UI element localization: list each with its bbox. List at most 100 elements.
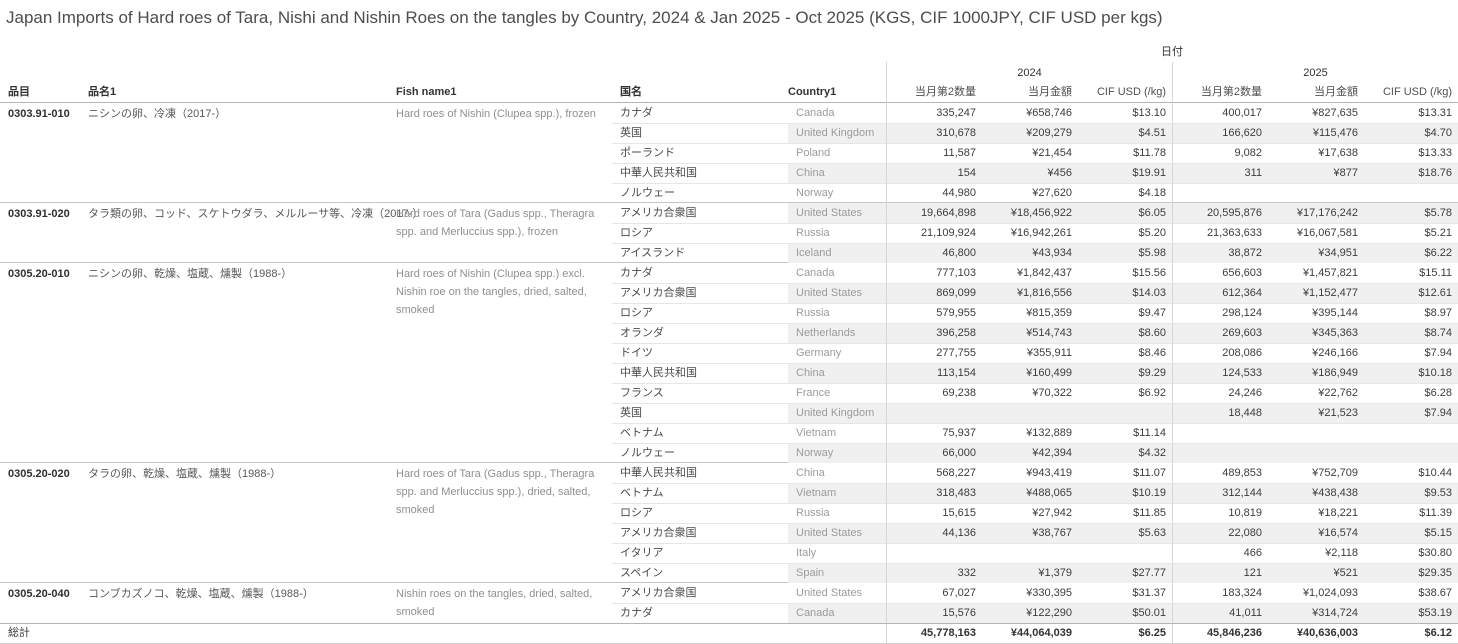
fish-name[interactable]: Hard roes of Tara (Gadus spp., Theragra … [396,468,595,516]
amount-2024-cell[interactable]: ¥1,842,437 [1016,267,1072,279]
cif-2024-cell[interactable]: $9.47 [1078,303,1172,323]
country-jp-cell[interactable]: フランス [612,383,788,403]
cif-2024-cell[interactable]: $13.10 [1132,107,1166,119]
amount-2024-cell[interactable]: ¥658,746 [1026,107,1072,119]
country-en-cell[interactable]: China [788,363,886,383]
qty-2025-cell[interactable]: 9,082 [1172,143,1268,163]
country-en-cell[interactable]: Canada [788,603,886,623]
col-header-item[interactable]: 品目 [8,86,30,98]
country-jp-cell[interactable]: アメリカ合衆国 [620,587,697,599]
cif-2025-cell[interactable]: $8.74 [1364,323,1458,343]
qty-2025-cell[interactable]: 269,603 [1172,323,1268,343]
amount-2024-cell[interactable]: ¥1,816,556 [982,283,1078,303]
amount-2024-cell[interactable]: ¥70,322 [982,383,1078,403]
cif-2025-cell[interactable]: $8.97 [1364,303,1458,323]
cif-2024-cell[interactable]: $15.56 [1132,267,1166,279]
qty-2025-cell[interactable] [1172,183,1268,203]
amount-2024-cell[interactable]: ¥815,359 [982,303,1078,323]
qty-2024-cell[interactable]: 46,800 [886,243,982,263]
cif-2024-cell[interactable]: $19.91 [1078,163,1172,183]
amount-2025-cell[interactable]: ¥827,635 [1312,107,1358,119]
country-jp-cell[interactable]: ノルウェー [612,183,788,203]
qty-2025-cell[interactable]: 20,595,876 [1172,203,1268,223]
qty-2024-cell[interactable]: 113,154 [886,363,982,383]
qty-2024-cell[interactable]: 67,027 [886,583,982,603]
qty-2024-cell[interactable]: 335,247 [886,103,982,123]
table-row[interactable]: カナダ Canada 15,576 ¥122,290 $50.01 41,011 ¥314,… [612,603,1458,623]
qty-2025-cell[interactable]: 466 [1172,543,1268,563]
cif-2024-cell[interactable]: $8.46 [1078,343,1172,363]
amount-2025-cell[interactable]: ¥438,438 [1268,483,1364,503]
table-row[interactable]: ポーランド Poland 11,587 ¥21,454 $11.78 9,082 ¥17,6… [612,143,1458,163]
item-code[interactable]: 0305.20-010 [8,268,70,280]
cif-2024-cell[interactable]: $6.92 [1078,383,1172,403]
amount-2025-cell[interactable]: ¥186,949 [1268,363,1364,383]
amount-2025-cell[interactable]: ¥1,024,093 [1302,587,1358,599]
item-code[interactable]: 0303.91-020 [8,208,70,220]
amount-2024-cell[interactable]: ¥132,889 [982,423,1078,443]
qty-2024-cell[interactable]: 11,587 [886,143,982,163]
table-row[interactable]: 中華人民共和国 China 568,227 ¥943,419 $11.07 489,853… [612,463,1458,483]
qty-2025-cell[interactable]: 298,124 [1172,303,1268,323]
country-jp-cell[interactable]: イタリア [612,543,788,563]
qty-2024-cell[interactable]: 318,483 [886,483,982,503]
col-header-fish-name[interactable]: Fish name1 [396,86,457,98]
country-en-cell[interactable]: Spain [788,563,886,583]
cif-2024-cell[interactable]: $27.77 [1078,563,1172,583]
col-header-qty-2024[interactable]: 当月第2数量 [886,84,982,103]
country-en-cell[interactable]: Poland [788,143,886,163]
amount-2024-cell[interactable]: ¥456 [982,163,1078,183]
cif-2025-cell[interactable] [1364,423,1458,443]
country-jp-cell[interactable]: アメリカ合衆国 [612,283,788,303]
col-header-country-jp[interactable]: 国名 [620,86,642,98]
country-jp-cell[interactable]: ロシア [612,503,788,523]
qty-2025-cell[interactable]: 10,819 [1172,503,1268,523]
country-en-cell[interactable]: Norway [788,183,886,203]
cif-2024-cell[interactable]: $9.29 [1078,363,1172,383]
country-en-cell[interactable]: Canada [796,107,835,119]
cif-2024-cell[interactable]: $5.63 [1078,523,1172,543]
amount-2024-cell[interactable] [982,403,1078,423]
item-name-jp[interactable]: コンブカズノコ、乾燥、塩蔵、燻製（1988-） [88,588,314,600]
amount-2025-cell[interactable]: ¥246,166 [1268,343,1364,363]
qty-2024-cell[interactable]: 19,664,898 [886,203,982,223]
amount-2025-cell[interactable]: ¥17,176,242 [1268,203,1364,223]
col-header-amount-2025[interactable]: 当月金額 [1314,86,1358,98]
cif-2025-cell[interactable]: $10.44 [1418,467,1452,479]
cif-2025-cell[interactable]: $10.18 [1364,363,1458,383]
cif-2024-cell[interactable]: $50.01 [1078,603,1172,623]
table-row[interactable]: カナダ Canada 777,103 ¥1,842,437 $15.56 656,603 ¥… [612,263,1458,283]
amount-2024-cell[interactable]: ¥514,743 [982,323,1078,343]
country-en-cell[interactable]: China [796,467,825,479]
table-row[interactable]: 英国 United Kingdom 18,448 ¥21,523 $7.94 [612,403,1458,423]
qty-2024-cell[interactable]: 310,678 [886,123,982,143]
qty-2025-cell[interactable]: 22,080 [1172,523,1268,543]
cif-2024-cell[interactable]: $4.51 [1078,123,1172,143]
table-row[interactable]: 中華人民共和国 China 113,154 ¥160,499 $9.29 124,533 ¥… [612,363,1458,383]
country-en-cell[interactable]: Russia [788,303,886,323]
amount-2024-cell[interactable]: ¥209,279 [982,123,1078,143]
amount-2024-cell[interactable]: ¥488,065 [982,483,1078,503]
table-row[interactable]: ノルウェー Norway 66,000 ¥42,394 $4.32 [612,443,1458,463]
qty-2024-cell[interactable]: 69,238 [886,383,982,403]
amount-2024-cell[interactable]: ¥27,620 [982,183,1078,203]
qty-2024-cell[interactable]: 869,099 [886,283,982,303]
country-jp-cell[interactable]: 中華人民共和国 [612,163,788,183]
year-header-2025[interactable]: 2025 [1172,62,1458,84]
country-jp-cell[interactable]: ドイツ [612,343,788,363]
qty-2025-cell[interactable]: 18,448 [1172,403,1268,423]
item-name-jp[interactable]: タラの卵、乾燥、塩蔵、燻製（1988-） [88,468,282,480]
col-header-item-name[interactable]: 品名1 [88,86,117,98]
amount-2025-cell[interactable]: ¥2,118 [1268,543,1364,563]
amount-2025-cell[interactable] [1268,443,1364,463]
col-header-country-en[interactable]: Country1 [788,86,837,98]
cif-2025-cell[interactable]: $5.21 [1364,223,1458,243]
qty-2024-cell[interactable]: 75,937 [886,423,982,443]
qty-2025-cell[interactable]: 612,364 [1172,283,1268,303]
country-en-cell[interactable]: United Kingdom [788,123,886,143]
cif-2025-cell[interactable]: $4.70 [1364,123,1458,143]
qty-2024-cell[interactable]: 66,000 [886,443,982,463]
item-name-jp[interactable]: ニシンの卵、乾燥、塩蔵、燻製（1988-） [88,268,293,280]
table-row[interactable]: スペイン Spain 332 ¥1,379 $27.77 121 ¥521 $29.35 [612,563,1458,583]
cif-2025-cell[interactable]: $29.35 [1364,563,1458,583]
